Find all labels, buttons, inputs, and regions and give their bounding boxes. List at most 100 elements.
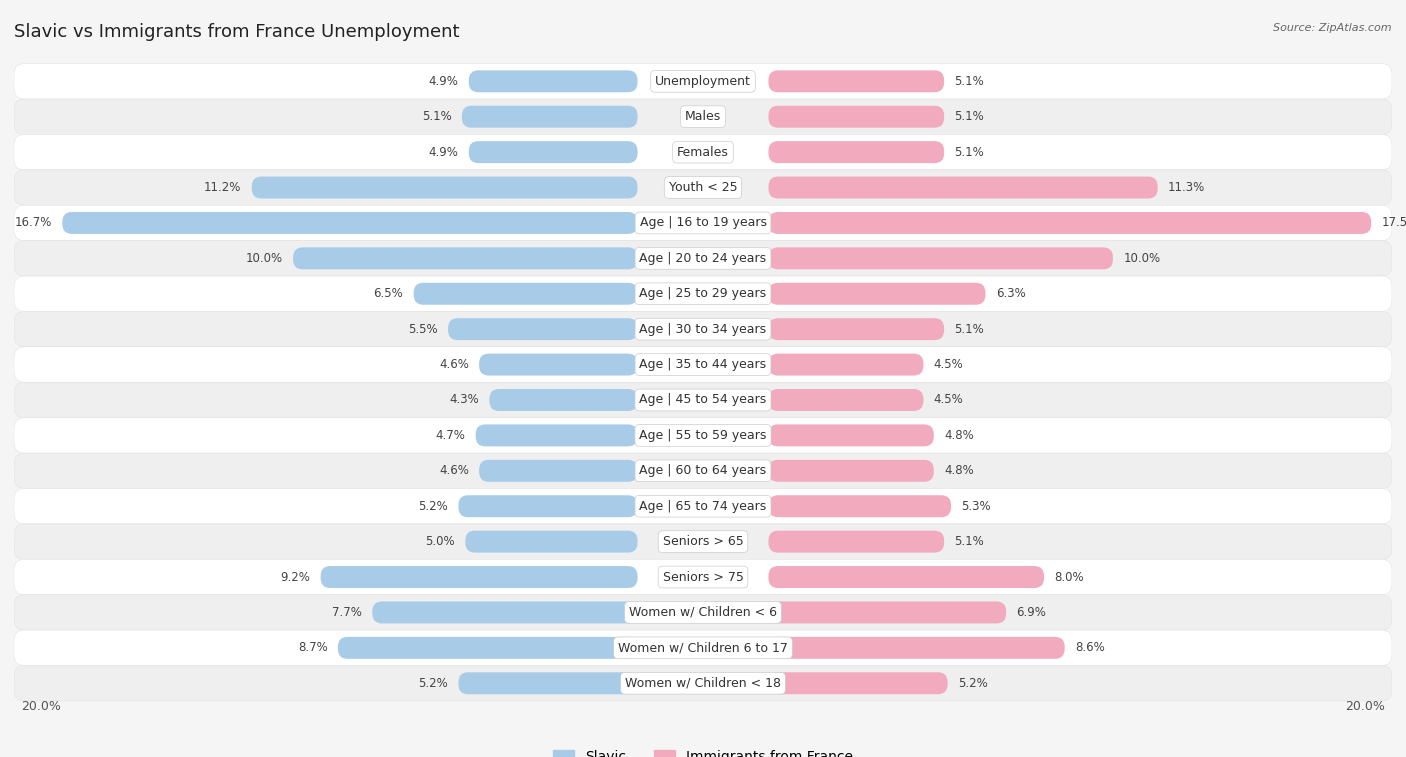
- FancyBboxPatch shape: [458, 495, 637, 517]
- Text: 5.0%: 5.0%: [426, 535, 456, 548]
- FancyBboxPatch shape: [321, 566, 637, 588]
- FancyBboxPatch shape: [14, 135, 1392, 170]
- Text: 11.3%: 11.3%: [1168, 181, 1205, 194]
- Text: 5.1%: 5.1%: [955, 322, 984, 335]
- FancyBboxPatch shape: [468, 141, 637, 163]
- Text: 4.7%: 4.7%: [436, 429, 465, 442]
- FancyBboxPatch shape: [475, 425, 637, 447]
- Text: 5.1%: 5.1%: [955, 75, 984, 88]
- Text: Age | 55 to 59 years: Age | 55 to 59 years: [640, 429, 766, 442]
- Text: 4.6%: 4.6%: [439, 358, 468, 371]
- FancyBboxPatch shape: [769, 389, 924, 411]
- Text: 6.5%: 6.5%: [374, 287, 404, 301]
- Text: 10.0%: 10.0%: [1123, 252, 1160, 265]
- FancyBboxPatch shape: [769, 106, 945, 128]
- FancyBboxPatch shape: [413, 283, 637, 305]
- FancyBboxPatch shape: [14, 347, 1392, 382]
- Text: 5.2%: 5.2%: [419, 677, 449, 690]
- Text: Age | 45 to 54 years: Age | 45 to 54 years: [640, 394, 766, 407]
- FancyBboxPatch shape: [769, 70, 945, 92]
- Text: 11.2%: 11.2%: [204, 181, 242, 194]
- FancyBboxPatch shape: [769, 672, 948, 694]
- FancyBboxPatch shape: [449, 318, 637, 340]
- FancyBboxPatch shape: [14, 382, 1392, 418]
- Text: 5.1%: 5.1%: [955, 145, 984, 159]
- Text: Youth < 25: Youth < 25: [669, 181, 737, 194]
- Text: 8.6%: 8.6%: [1076, 641, 1105, 654]
- FancyBboxPatch shape: [769, 176, 1157, 198]
- FancyBboxPatch shape: [14, 488, 1392, 524]
- FancyBboxPatch shape: [62, 212, 637, 234]
- Text: 5.1%: 5.1%: [422, 111, 451, 123]
- Text: Women w/ Children 6 to 17: Women w/ Children 6 to 17: [619, 641, 787, 654]
- FancyBboxPatch shape: [14, 205, 1392, 241]
- Text: 20.0%: 20.0%: [21, 699, 60, 713]
- Text: Females: Females: [678, 145, 728, 159]
- Text: Seniors > 75: Seniors > 75: [662, 571, 744, 584]
- Text: 20.0%: 20.0%: [1346, 699, 1385, 713]
- FancyBboxPatch shape: [14, 665, 1392, 701]
- Text: Age | 20 to 24 years: Age | 20 to 24 years: [640, 252, 766, 265]
- FancyBboxPatch shape: [769, 425, 934, 447]
- Text: 4.8%: 4.8%: [945, 429, 974, 442]
- FancyBboxPatch shape: [14, 64, 1392, 99]
- FancyBboxPatch shape: [14, 241, 1392, 276]
- Text: 5.3%: 5.3%: [962, 500, 991, 512]
- Text: Women w/ Children < 6: Women w/ Children < 6: [628, 606, 778, 619]
- FancyBboxPatch shape: [769, 283, 986, 305]
- FancyBboxPatch shape: [458, 672, 637, 694]
- FancyBboxPatch shape: [468, 70, 637, 92]
- Text: 4.5%: 4.5%: [934, 394, 963, 407]
- FancyBboxPatch shape: [14, 99, 1392, 135]
- FancyBboxPatch shape: [769, 141, 945, 163]
- FancyBboxPatch shape: [14, 418, 1392, 453]
- Text: 5.5%: 5.5%: [408, 322, 437, 335]
- Text: 4.8%: 4.8%: [945, 464, 974, 478]
- FancyBboxPatch shape: [14, 630, 1392, 665]
- FancyBboxPatch shape: [14, 524, 1392, 559]
- FancyBboxPatch shape: [252, 176, 637, 198]
- FancyBboxPatch shape: [14, 170, 1392, 205]
- Text: Unemployment: Unemployment: [655, 75, 751, 88]
- Text: 16.7%: 16.7%: [14, 217, 52, 229]
- Text: Age | 25 to 29 years: Age | 25 to 29 years: [640, 287, 766, 301]
- FancyBboxPatch shape: [337, 637, 637, 659]
- Text: 4.6%: 4.6%: [439, 464, 468, 478]
- Text: Males: Males: [685, 111, 721, 123]
- Text: Age | 30 to 34 years: Age | 30 to 34 years: [640, 322, 766, 335]
- Text: Age | 65 to 74 years: Age | 65 to 74 years: [640, 500, 766, 512]
- Text: 7.7%: 7.7%: [332, 606, 361, 619]
- Text: 8.0%: 8.0%: [1054, 571, 1084, 584]
- FancyBboxPatch shape: [373, 602, 637, 624]
- Text: 9.2%: 9.2%: [280, 571, 311, 584]
- FancyBboxPatch shape: [769, 459, 934, 481]
- Text: Slavic vs Immigrants from France Unemployment: Slavic vs Immigrants from France Unemplo…: [14, 23, 460, 41]
- Text: 17.5%: 17.5%: [1382, 217, 1406, 229]
- FancyBboxPatch shape: [479, 354, 637, 375]
- Text: Women w/ Children < 18: Women w/ Children < 18: [626, 677, 780, 690]
- Text: 4.9%: 4.9%: [429, 75, 458, 88]
- Text: 8.7%: 8.7%: [298, 641, 328, 654]
- Text: Seniors > 65: Seniors > 65: [662, 535, 744, 548]
- FancyBboxPatch shape: [769, 495, 950, 517]
- FancyBboxPatch shape: [769, 354, 924, 375]
- FancyBboxPatch shape: [14, 595, 1392, 630]
- Text: 6.3%: 6.3%: [995, 287, 1025, 301]
- FancyBboxPatch shape: [769, 602, 1007, 624]
- Text: 10.0%: 10.0%: [246, 252, 283, 265]
- Text: Age | 16 to 19 years: Age | 16 to 19 years: [640, 217, 766, 229]
- FancyBboxPatch shape: [465, 531, 637, 553]
- FancyBboxPatch shape: [489, 389, 637, 411]
- Text: 5.1%: 5.1%: [955, 535, 984, 548]
- FancyBboxPatch shape: [14, 453, 1392, 488]
- Text: 5.2%: 5.2%: [419, 500, 449, 512]
- Text: 4.9%: 4.9%: [429, 145, 458, 159]
- FancyBboxPatch shape: [14, 311, 1392, 347]
- FancyBboxPatch shape: [14, 276, 1392, 311]
- Text: Age | 60 to 64 years: Age | 60 to 64 years: [640, 464, 766, 478]
- FancyBboxPatch shape: [769, 318, 945, 340]
- FancyBboxPatch shape: [769, 212, 1371, 234]
- FancyBboxPatch shape: [769, 248, 1114, 269]
- Text: 4.3%: 4.3%: [450, 394, 479, 407]
- FancyBboxPatch shape: [769, 566, 1045, 588]
